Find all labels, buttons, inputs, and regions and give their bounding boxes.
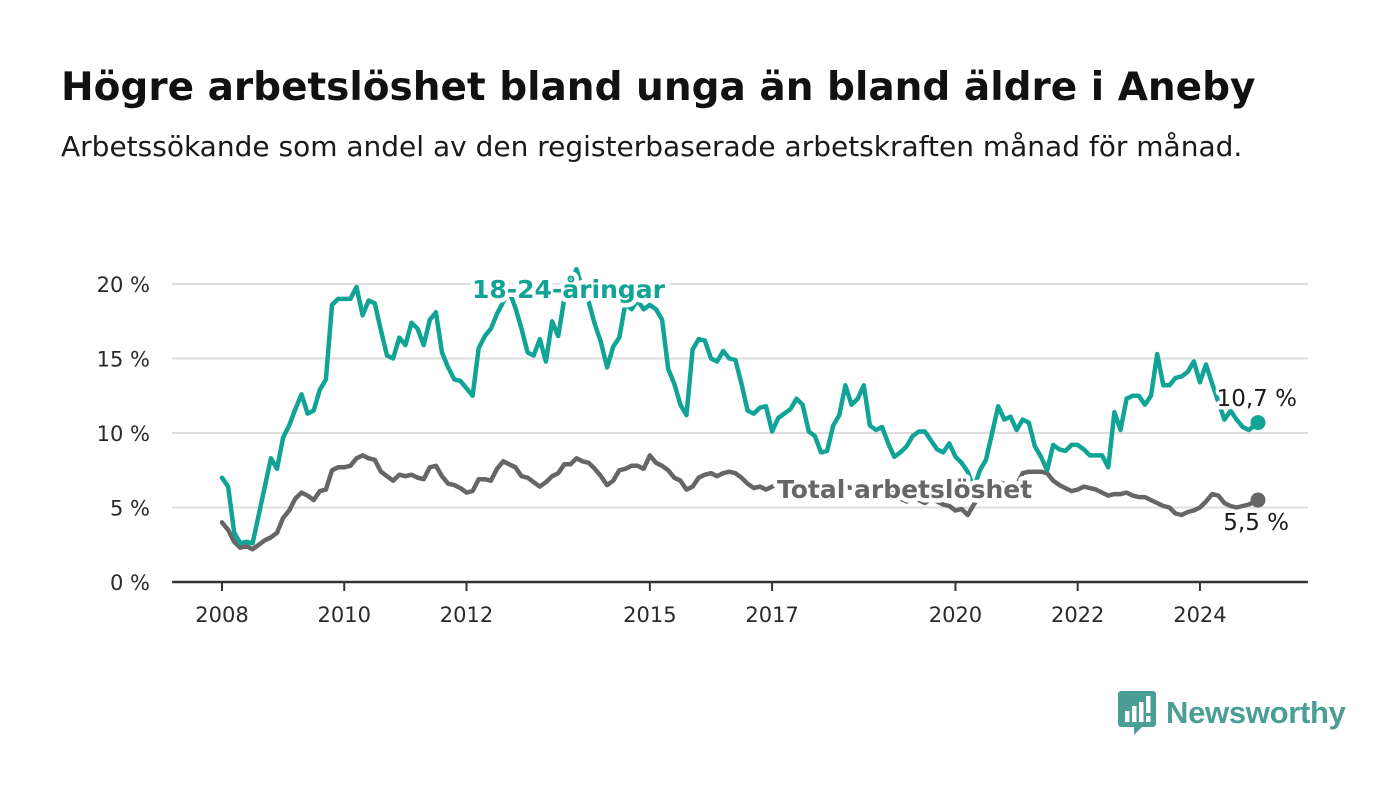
x-tick-label: 2024 xyxy=(1173,603,1226,627)
newsworthy-chart-bubble-icon xyxy=(1118,691,1156,735)
series-labels: 18-24-åringar Total arbetslöshet 10,7 % 5,5… xyxy=(468,271,1301,540)
x-tick-label: 2020 xyxy=(929,603,982,627)
x-tick-label: 2017 xyxy=(745,603,798,627)
y-tick-label: 10 % xyxy=(97,422,150,446)
y-tick-label: 20 % xyxy=(97,273,150,297)
y-axis-ticks: 0 % 5 % 10 % 15 % 20 % xyxy=(97,273,150,595)
chart-subtitle: Arbetssökande som andel av den registerb… xyxy=(61,130,1243,163)
x-tick-label: 2015 xyxy=(623,603,676,627)
series-line-total xyxy=(219,453,1261,552)
end-value-label-total: 5,5 % xyxy=(1223,510,1289,536)
series-end-dot-total xyxy=(1250,492,1266,508)
x-axis-ticks: 2008 2010 2012 2015 2017 2020 2022 2024 xyxy=(195,582,1227,627)
series-end-dot-youth xyxy=(1250,415,1266,431)
series-label-total: Total arbetslöshet xyxy=(777,475,1032,504)
x-tick-label: 2008 xyxy=(195,603,248,627)
end-value-label-youth: 10,7 % xyxy=(1217,386,1297,412)
y-tick-label: 5 % xyxy=(110,497,150,521)
brand-name: Newsworthy xyxy=(1166,695,1346,730)
series-label-youth: 18-24-åringar xyxy=(472,275,666,304)
y-tick-label: 15 % xyxy=(97,348,150,372)
series-lines xyxy=(219,266,1266,552)
series-line-youth xyxy=(219,266,1261,546)
chart-title: Högre arbetslöshet bland unga än bland ä… xyxy=(61,65,1256,110)
y-tick-label: 0 % xyxy=(110,571,150,595)
grid-lines xyxy=(172,283,1308,584)
x-tick-label: 2012 xyxy=(440,603,493,627)
x-tick-label: 2010 xyxy=(318,603,371,627)
newsworthy-logo[interactable]: Newsworthy xyxy=(1118,690,1346,736)
line-chart: 0 %5 %10 %15 %20 % 2008 2010 2012 2015 2017 2… xyxy=(97,266,1308,627)
x-tick-label: 2022 xyxy=(1051,603,1104,627)
